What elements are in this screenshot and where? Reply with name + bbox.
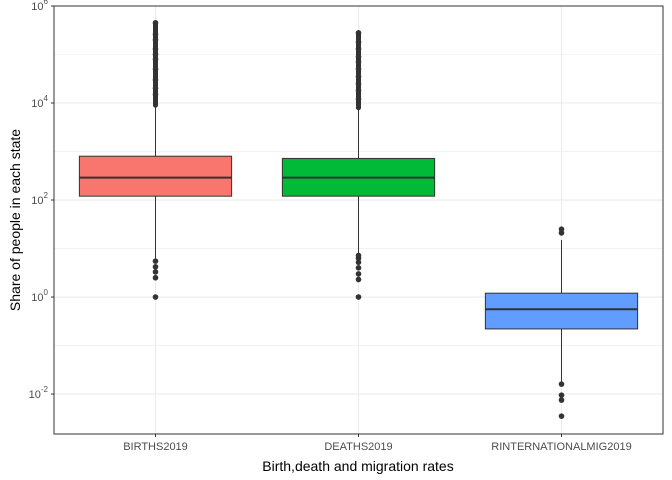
outlier-point xyxy=(558,413,565,419)
outlier-point xyxy=(355,276,362,283)
outlier-point xyxy=(355,259,362,266)
outlier-point xyxy=(152,37,159,43)
y-axis-title: Share of people in each state xyxy=(7,129,23,311)
outlier-point xyxy=(152,263,159,270)
outlier-point xyxy=(355,80,362,87)
outlier-point xyxy=(355,53,362,60)
outlier-point xyxy=(355,73,362,80)
x-tick-label: DEATHS2019 xyxy=(324,441,392,453)
box-deaths2019 xyxy=(281,30,436,300)
y-tick-label: 100 xyxy=(31,288,48,304)
outlier-point xyxy=(355,30,362,36)
y-tick-label: 102 xyxy=(31,191,48,207)
x-tick-label: BIRTHS2019 xyxy=(123,441,188,453)
outlier-point xyxy=(558,226,565,233)
outlier-point xyxy=(152,51,159,58)
box-body xyxy=(78,155,233,197)
outlier-point xyxy=(152,66,159,72)
outlier-point xyxy=(558,392,565,398)
outlier-point xyxy=(355,271,362,277)
outlier-point xyxy=(355,46,362,52)
outlier-point xyxy=(355,294,362,300)
outlier-point xyxy=(355,39,362,45)
box-body xyxy=(484,292,639,330)
x-axis: BIRTHS2019 DEATHS2019 RINTERNATIONALMIG201… xyxy=(123,434,632,453)
outlier-point xyxy=(152,56,159,63)
outlier-point xyxy=(152,91,159,98)
box-layer xyxy=(78,20,639,419)
box-births2019 xyxy=(78,20,233,300)
y-axis: 10-2 100 102 104 106 xyxy=(29,0,54,401)
y-tick-label: 106 xyxy=(31,0,48,13)
outlier-point xyxy=(152,269,159,275)
outlier-point xyxy=(152,258,159,264)
outlier-point xyxy=(558,397,565,403)
outlier-point xyxy=(152,85,159,92)
outlier-point xyxy=(355,252,362,259)
outlier-point xyxy=(355,66,362,72)
box-rinternationalmig2019 xyxy=(484,226,639,419)
outlier-point xyxy=(355,59,362,65)
outlier-point xyxy=(152,274,159,281)
outlier-point xyxy=(355,87,362,94)
y-tick-label: 10-2 xyxy=(29,385,49,401)
x-axis-title: Birth,death and migration rates xyxy=(262,458,453,474)
y-tick-label: 104 xyxy=(31,94,48,110)
outlier-point xyxy=(355,265,362,271)
outlier-point xyxy=(152,46,159,52)
outlier-point xyxy=(152,20,159,26)
outlier-point xyxy=(558,381,565,387)
outlier-point xyxy=(355,96,362,102)
outlier-point xyxy=(152,77,159,83)
outlier-point xyxy=(152,294,159,300)
x-tick-label: RINTERNATIONALMIG2019 xyxy=(491,441,631,453)
outlier-point xyxy=(152,31,159,38)
